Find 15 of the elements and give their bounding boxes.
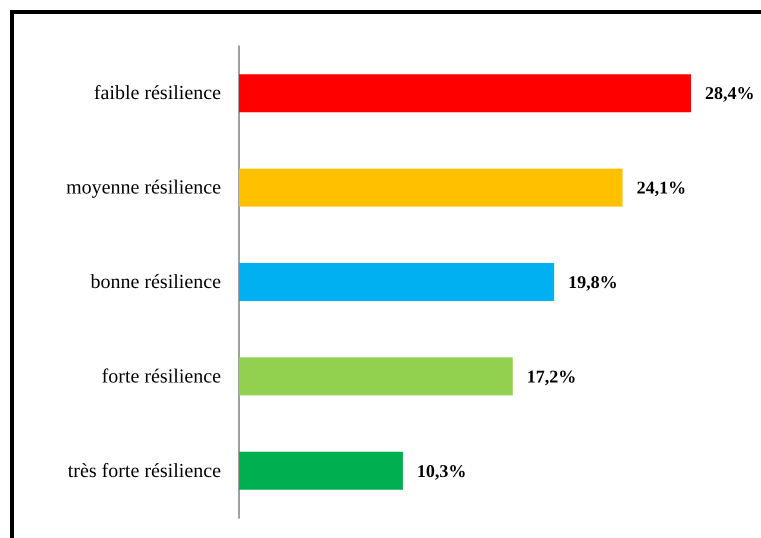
data-label: 28,4% — [705, 83, 754, 104]
y-tick-label: moyenne résilience — [66, 176, 222, 199]
data-label: 10,3% — [416, 460, 466, 481]
bar — [239, 168, 623, 207]
data-label: 19,8% — [568, 272, 618, 292]
y-tick-label: faible résilience — [94, 82, 222, 104]
y-tick-label: bonne résilience — [90, 271, 222, 293]
y-tick-label: forte résilience — [102, 365, 222, 388]
y-tick-label: très forte résilience — [68, 460, 222, 482]
bar — [239, 357, 513, 396]
bar — [239, 74, 691, 112]
data-label: 17,2% — [526, 366, 576, 386]
data-label: 24,1% — [636, 178, 686, 198]
bar — [239, 263, 554, 301]
bar — [239, 452, 403, 490]
